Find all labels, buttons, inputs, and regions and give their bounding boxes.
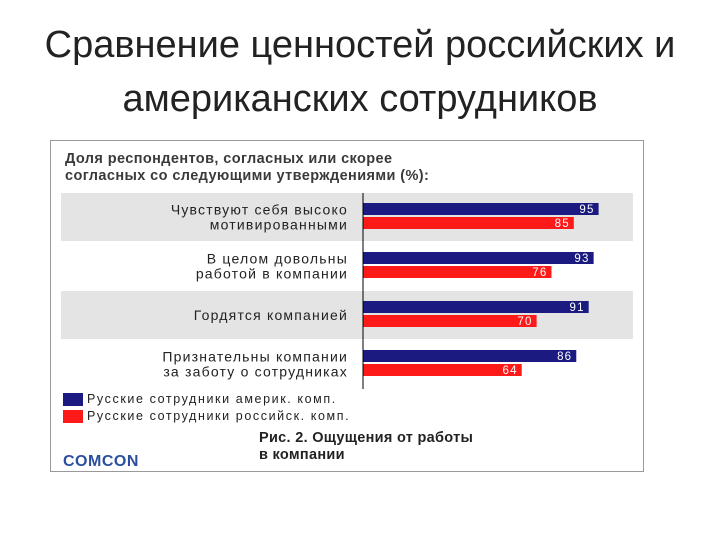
legend-swatch-series-2	[63, 410, 83, 423]
legend-label-series-2: Русские сотрудники российск. комп.	[87, 409, 351, 423]
chart-title-line-2: согласных со следующими утверждениями (%…	[65, 168, 430, 184]
legend-label-series-1: Русские сотрудники америк. комп.	[87, 392, 337, 406]
bar-series-2	[363, 217, 574, 229]
bar-series-2	[363, 266, 552, 278]
legend-item-series-1: Русские сотрудники америк. комп.	[63, 391, 350, 408]
figure-caption-line-1: Рис. 2. Ощущения от работы	[259, 430, 474, 446]
data-label: 70	[517, 316, 532, 328]
data-label: 95	[579, 204, 594, 216]
comcon-logo: COMCON	[63, 453, 139, 470]
figure-caption-line-2: в компании	[259, 447, 345, 463]
category-label: работой в компании	[196, 266, 348, 282]
category-label: В целом довольны	[207, 251, 348, 267]
category-label: Чувствуют себя высоко	[171, 202, 348, 218]
data-label: 91	[569, 302, 584, 314]
legend-item-series-2: Русские сотрудники российск. комп.	[63, 408, 350, 425]
chart-legend: Русские сотрудники америк. комп. Русские…	[63, 391, 350, 425]
category-label: за заботу о сотрудниках	[163, 364, 348, 380]
bar-series-1	[363, 252, 594, 264]
slide-title-line-1: Сравнение ценностей российских и	[44, 24, 676, 66]
data-label: 76	[532, 267, 547, 279]
bar-series-2	[363, 364, 522, 376]
category-label: мотивированными	[210, 217, 348, 233]
slide-title-line-2: американских сотрудников	[122, 78, 598, 120]
bar-series-1	[363, 350, 577, 362]
bar-series-2	[363, 315, 537, 327]
chart-title: Доля респондентов, согласных или скорее …	[65, 151, 625, 185]
chart-title-line-1: Доля респондентов, согласных или скорее	[65, 151, 393, 167]
data-label: 86	[557, 351, 572, 363]
bar-series-1	[363, 203, 599, 215]
bar-series-1	[363, 301, 589, 313]
category-label: Гордятся компанией	[194, 307, 348, 323]
figure-caption: Рис. 2. Ощущения от работы в компании	[259, 430, 473, 464]
category-label: Признательны компании	[162, 349, 348, 365]
data-label: 85	[555, 218, 570, 230]
slide-title: Сравнение ценностей российских и америка…	[0, 18, 720, 126]
data-label: 64	[503, 365, 518, 377]
row-band	[61, 291, 633, 339]
data-label: 93	[574, 253, 589, 265]
chart-image: Доля респондентов, согласных или скорее …	[50, 140, 644, 472]
legend-swatch-series-1	[63, 393, 83, 406]
